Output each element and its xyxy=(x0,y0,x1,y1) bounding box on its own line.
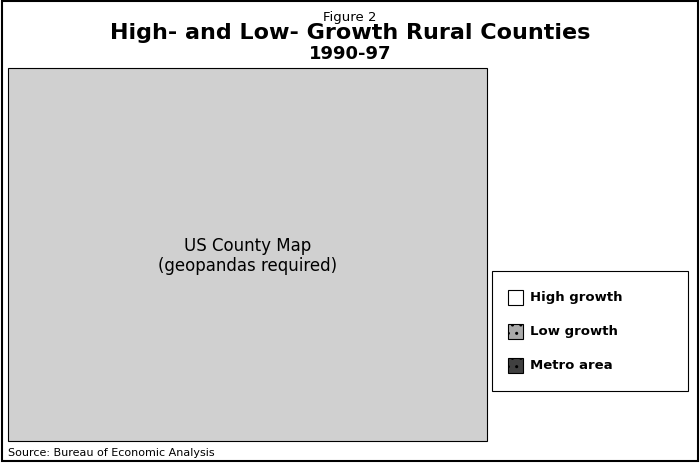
Bar xyxy=(492,271,688,391)
Bar xyxy=(508,290,523,305)
Bar xyxy=(508,324,523,339)
Text: US County Map
(geopandas required): US County Map (geopandas required) xyxy=(158,236,337,275)
Text: Figure 2: Figure 2 xyxy=(323,11,377,24)
Text: Low growth: Low growth xyxy=(530,325,618,338)
Text: Source: Bureau of Economic Analysis: Source: Bureau of Economic Analysis xyxy=(8,447,215,457)
Text: Metro area: Metro area xyxy=(530,359,612,372)
Bar xyxy=(8,69,487,441)
Text: 1990-97: 1990-97 xyxy=(309,45,391,63)
Text: High- and Low- Growth Rural Counties: High- and Low- Growth Rural Counties xyxy=(110,23,590,43)
Bar xyxy=(508,358,523,373)
Text: High growth: High growth xyxy=(530,291,622,304)
